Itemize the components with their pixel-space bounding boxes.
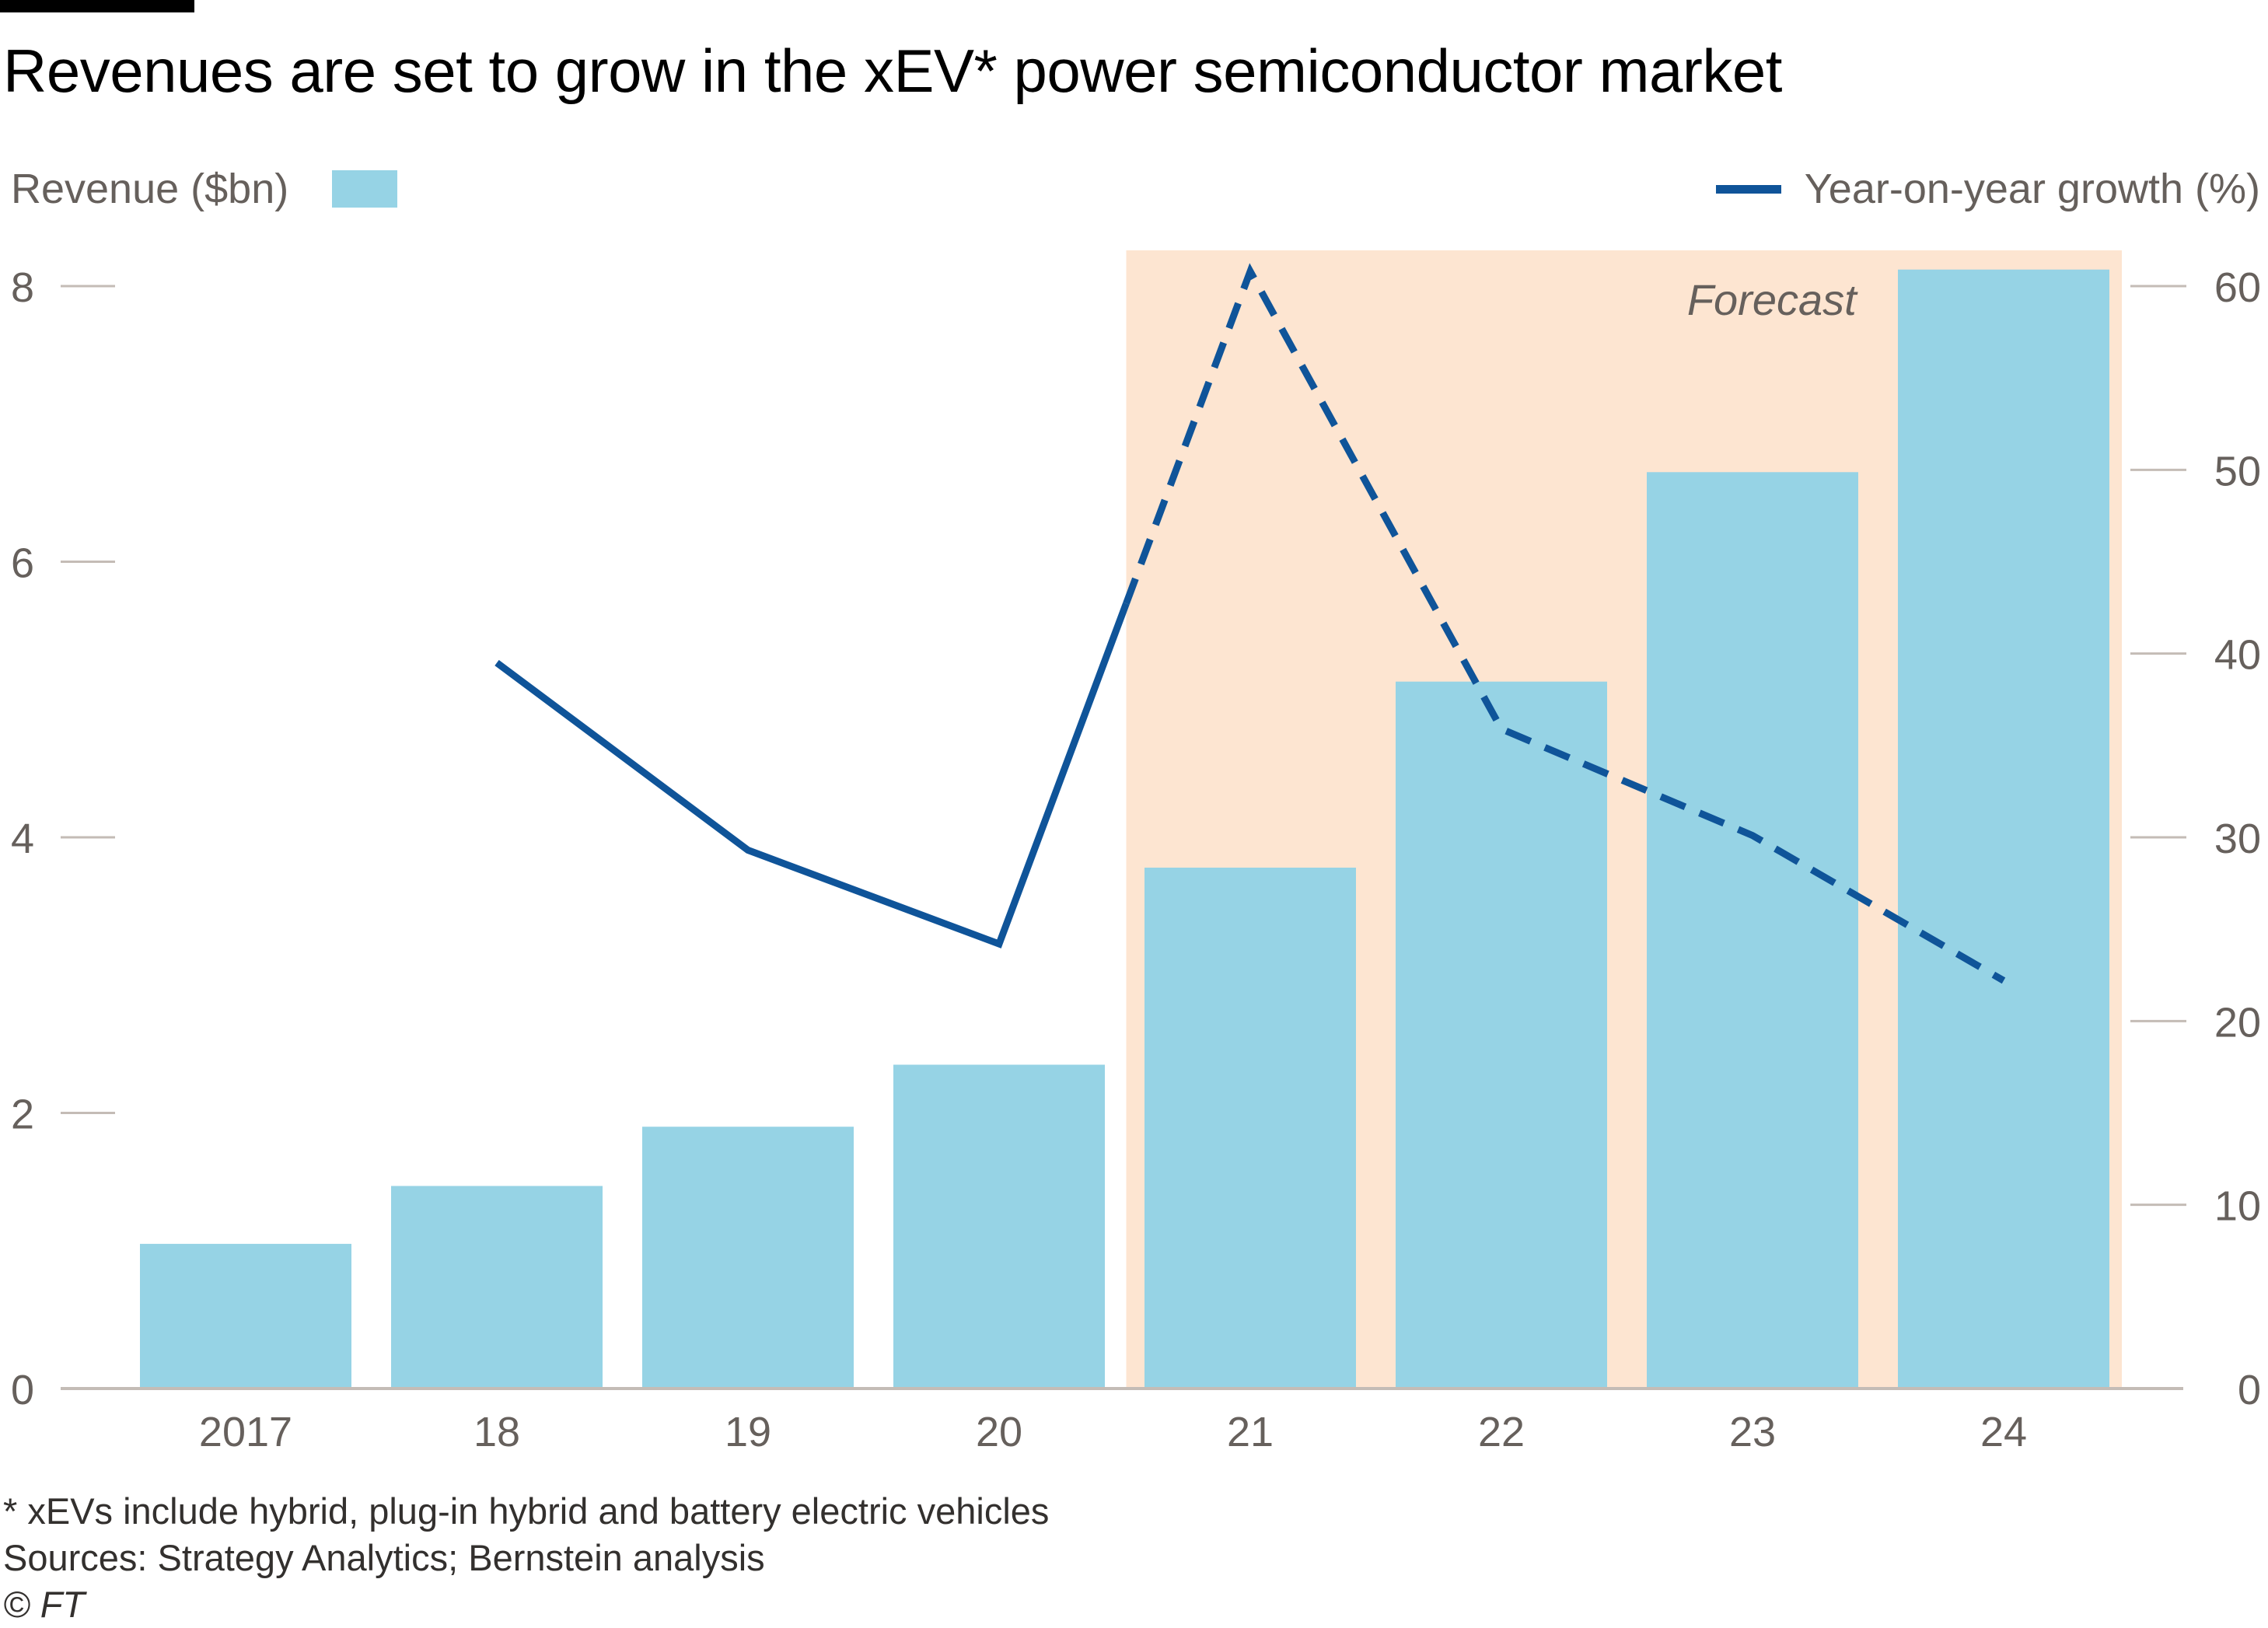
revenue-bar xyxy=(1898,269,2109,1389)
forecast-label: Forecast xyxy=(1687,275,1858,324)
right-tick-label: 10 xyxy=(2214,1183,2261,1230)
revenue-bar xyxy=(391,1186,603,1389)
sources: Sources: Strategy Analytics; Bernstein a… xyxy=(3,1537,765,1578)
legend-revenue: Revenue ($bn) xyxy=(11,165,398,213)
footnote: * xEVs include hybrid, plug-in hybrid an… xyxy=(3,1490,1050,1532)
x-tick-label: 18 xyxy=(474,1409,520,1455)
revenue-bar xyxy=(893,1064,1105,1389)
left-tick-label: 4 xyxy=(11,816,34,862)
left-tick-label: 0 xyxy=(11,1367,34,1413)
right-tick-label: 40 xyxy=(2214,632,2261,679)
right-tick-label: 30 xyxy=(2214,816,2261,862)
right-tick-label: 0 xyxy=(2238,1367,2261,1413)
revenue-bar xyxy=(140,1243,351,1389)
left-tick-label: 6 xyxy=(11,540,34,587)
growth-line-forecast xyxy=(1123,263,2006,984)
growth-line-actual xyxy=(494,602,1130,949)
copyright: © FT xyxy=(3,1584,86,1625)
revenue-bar xyxy=(1647,472,1858,1389)
chart-title: Revenues are set to grow in the xEV* pow… xyxy=(3,37,1782,105)
legend-growth-swatch xyxy=(1715,184,1781,194)
x-tick-label: 19 xyxy=(725,1409,771,1455)
x-tick-label: 24 xyxy=(1980,1409,2027,1455)
legend-revenue-label: Revenue ($bn) xyxy=(11,166,289,212)
legend-revenue-swatch xyxy=(332,170,398,208)
revenue-bar xyxy=(1144,867,1356,1389)
x-tick-label: 23 xyxy=(1729,1409,1776,1455)
legend-growth: Year-on-year growth (%) xyxy=(1715,165,2260,213)
x-tick-label: 2017 xyxy=(199,1409,292,1455)
revenue-bar xyxy=(1396,681,1607,1389)
x-tick-label: 20 xyxy=(976,1409,1022,1455)
revenue-bar xyxy=(642,1127,854,1389)
right-tick-label: 20 xyxy=(2214,999,2261,1046)
legend-growth-label: Year-on-year growth (%) xyxy=(1804,166,2260,212)
left-tick-label: 8 xyxy=(11,264,34,311)
x-tick-label: 21 xyxy=(1227,1409,1274,1455)
right-tick-label: 60 xyxy=(2214,264,2261,311)
x-tick-label: 22 xyxy=(1478,1409,1525,1455)
ft-top-bar xyxy=(0,0,194,12)
right-tick-label: 50 xyxy=(2214,448,2261,494)
chart-notes: * xEVs include hybrid, plug-in hybrid an… xyxy=(3,1488,1049,1628)
left-tick-label: 2 xyxy=(11,1092,34,1138)
